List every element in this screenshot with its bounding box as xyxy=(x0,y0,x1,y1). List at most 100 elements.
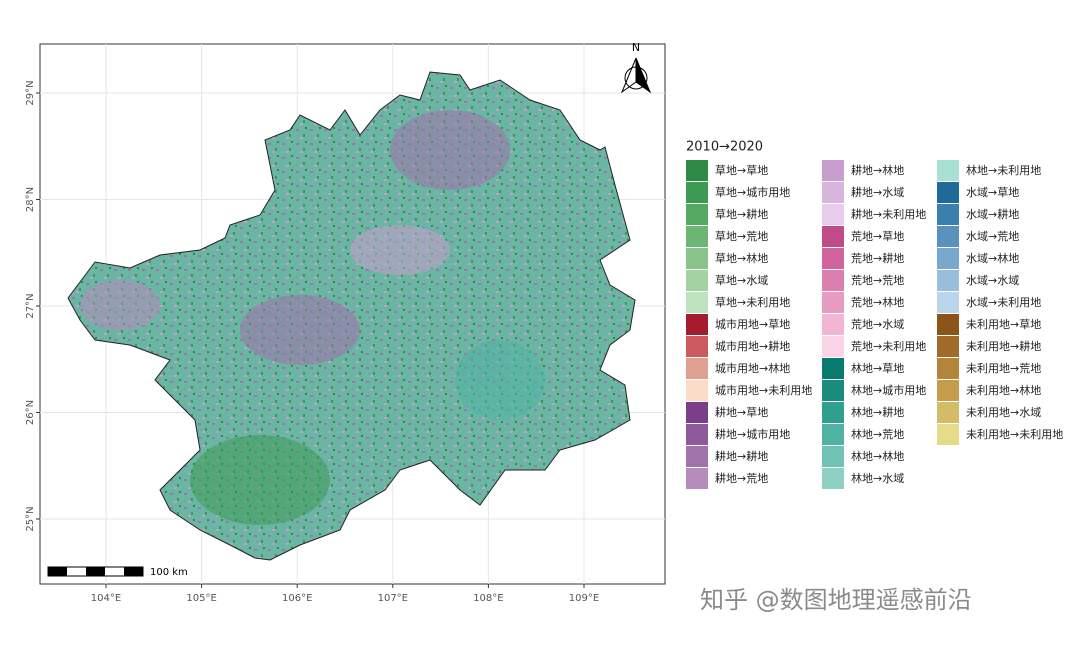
legend-swatch xyxy=(822,314,844,335)
legend-swatch xyxy=(937,248,959,269)
y-tick-label: 29°N xyxy=(25,80,36,105)
legend-label: 荒地→未利用地 xyxy=(851,340,926,353)
legend-swatch xyxy=(822,336,844,357)
legend-label: 耕地→林地 xyxy=(851,163,904,177)
legend-swatch xyxy=(822,160,844,181)
legend-label: 水域→耕地 xyxy=(966,207,1019,221)
legend-swatch xyxy=(686,248,708,269)
legend-swatch xyxy=(822,248,844,269)
legend-swatch xyxy=(822,358,844,379)
legend-swatch xyxy=(937,314,959,335)
legend-label: 未利用地→未利用地 xyxy=(966,428,1063,441)
legend-label: 城市用地→草地 xyxy=(715,317,790,331)
legend-swatch xyxy=(686,336,708,357)
legend-label: 耕地→荒地 xyxy=(715,471,768,485)
legend-swatch xyxy=(686,160,708,181)
legend-label: 水域→未利用地 xyxy=(966,296,1041,309)
legend-label: 林地→林地 xyxy=(851,449,904,463)
x-tick-label: 104°E xyxy=(91,593,121,604)
legend-label: 林地→未利用地 xyxy=(966,163,1041,177)
legend-swatch xyxy=(937,204,959,225)
scale-label: 100 km xyxy=(150,567,188,578)
legend-title: 2010→2020 xyxy=(686,140,763,155)
x-tick-label: 105°E xyxy=(186,593,216,604)
legend-label: 未利用地→水域 xyxy=(966,406,1041,419)
legend-swatch xyxy=(686,446,708,467)
x-tick-label: 107°E xyxy=(378,593,408,604)
legend-swatch xyxy=(822,424,844,445)
legend-label: 未利用地→草地 xyxy=(966,318,1041,331)
legend-swatch xyxy=(937,358,959,379)
legend-label: 水域→草地 xyxy=(966,186,1019,199)
legend-label: 耕地→水域 xyxy=(851,185,904,199)
y-tick-label: 26°N xyxy=(25,400,36,425)
north-arrow: N xyxy=(620,41,652,94)
legend-swatch xyxy=(686,314,708,335)
legend-label: 耕地→耕地 xyxy=(715,449,768,463)
legend-label: 耕地→未利用地 xyxy=(851,207,926,221)
legend-swatch xyxy=(686,292,708,313)
legend-swatch xyxy=(822,204,844,225)
legend-label: 耕地→草地 xyxy=(715,405,768,419)
x-tick-label: 109°E xyxy=(569,593,599,604)
legend-swatch xyxy=(937,160,959,181)
legend-swatch xyxy=(686,182,708,203)
legend-swatch xyxy=(822,468,844,489)
legend-label: 城市用地→耕地 xyxy=(715,339,790,353)
legend-label: 林地→荒地 xyxy=(851,427,904,441)
legend-swatch xyxy=(937,292,959,313)
y-tick-label: 25°N xyxy=(25,506,36,531)
x-tick-label: 106°E xyxy=(282,593,312,604)
legend-swatch xyxy=(937,182,959,203)
x-tick-label: 108°E xyxy=(473,593,503,604)
legend-swatch xyxy=(937,402,959,423)
legend-swatch xyxy=(686,424,708,445)
legend-swatch xyxy=(686,204,708,225)
legend-label: 草地→城市用地 xyxy=(715,185,790,199)
legend-label: 未利用地→荒地 xyxy=(966,362,1041,375)
legend-label: 林地→耕地 xyxy=(851,405,904,419)
legend-label: 荒地→耕地 xyxy=(851,251,904,265)
legend-swatch xyxy=(822,402,844,423)
legend-label: 耕地→城市用地 xyxy=(715,427,790,441)
legend-swatch xyxy=(822,270,844,291)
legend-label: 林地→草地 xyxy=(851,361,904,375)
legend-swatch xyxy=(937,270,959,291)
legend-label: 草地→未利用地 xyxy=(715,296,790,309)
legend-swatch xyxy=(937,380,959,401)
legend-label: 水域→水域 xyxy=(966,274,1019,287)
legend-label: 草地→林地 xyxy=(715,251,768,265)
legend-swatch xyxy=(686,468,708,489)
legend-swatch xyxy=(822,292,844,313)
legend-swatch xyxy=(686,380,708,401)
legend-label: 林地→城市用地 xyxy=(851,383,926,397)
legend-label: 草地→水域 xyxy=(715,274,768,287)
watermark: 知乎 @数图地理遥感前沿 xyxy=(700,586,972,614)
legend-swatch xyxy=(822,446,844,467)
legend-label: 未利用地→林地 xyxy=(966,383,1041,397)
legend-label: 荒地→林地 xyxy=(851,295,904,309)
legend-swatch xyxy=(686,358,708,379)
legend-swatch xyxy=(937,336,959,357)
legend-swatch xyxy=(686,226,708,247)
legend-label: 荒地→水域 xyxy=(851,318,904,331)
legend-label: 草地→耕地 xyxy=(715,207,768,221)
legend-label: 水域→荒地 xyxy=(966,230,1019,243)
legend-label: 林地→水域 xyxy=(851,471,904,485)
legend-swatch xyxy=(686,270,708,291)
legend-swatch xyxy=(937,226,959,247)
y-tick-label: 28°N xyxy=(25,187,36,212)
legend-swatch xyxy=(822,182,844,203)
legend-label: 城市用地→未利用地 xyxy=(715,383,812,397)
y-tick-label: 27°N xyxy=(25,293,36,318)
legend-label: 草地→荒地 xyxy=(715,230,768,243)
legend-swatch xyxy=(822,226,844,247)
legend-label: 未利用地→耕地 xyxy=(966,339,1041,353)
legend-label: 荒地→荒地 xyxy=(851,274,904,287)
legend-swatch xyxy=(937,424,959,445)
legend-swatch xyxy=(822,380,844,401)
north-label: N xyxy=(632,41,640,54)
scale-bar: 100 km xyxy=(47,566,188,578)
legend-swatch xyxy=(686,402,708,423)
